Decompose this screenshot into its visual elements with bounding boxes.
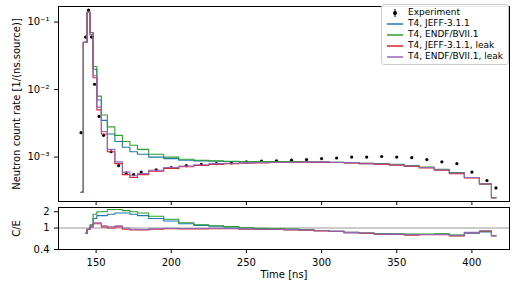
svg-text:350: 350 (387, 257, 406, 268)
html-text:T4, ENDF/BVII.1: T4, ENDF/BVII.1 (408, 29, 479, 39)
svg-text:300: 300 (312, 257, 331, 268)
svg-text:1: 1 (43, 222, 49, 233)
svg-text:400: 400 (462, 257, 481, 268)
svg-text:250: 250 (237, 257, 256, 268)
svg-text:2: 2 (43, 206, 49, 217)
html-text:T4, ENDF/BVII.1, leak: T4, ENDF/BVII.1, leak (408, 51, 503, 61)
svg-text:200: 200 (162, 257, 181, 268)
svg-text:Time [ns]: Time [ns] (259, 269, 307, 280)
html-text:T4, JEFF-3.1.1: T4, JEFF-3.1.1 (408, 18, 470, 28)
svg-text:10⁻³: 10⁻³ (27, 151, 49, 162)
svg-text:C/E: C/E (11, 220, 22, 237)
html-text:T4, JEFF-3.1.1, leak: T4, JEFF-3.1.1, leak (408, 40, 495, 50)
svg-text:150: 150 (87, 257, 106, 268)
svg-text:10⁻²: 10⁻² (27, 84, 49, 95)
svg-text:10⁻¹: 10⁻¹ (27, 16, 49, 27)
html-text:Experiment: Experiment (408, 7, 461, 17)
svg-text:Neutron count rate [1/(ns.sour: Neutron count rate [1/(ns.source)] (11, 18, 22, 190)
svg-text:0.4: 0.4 (34, 244, 50, 255)
